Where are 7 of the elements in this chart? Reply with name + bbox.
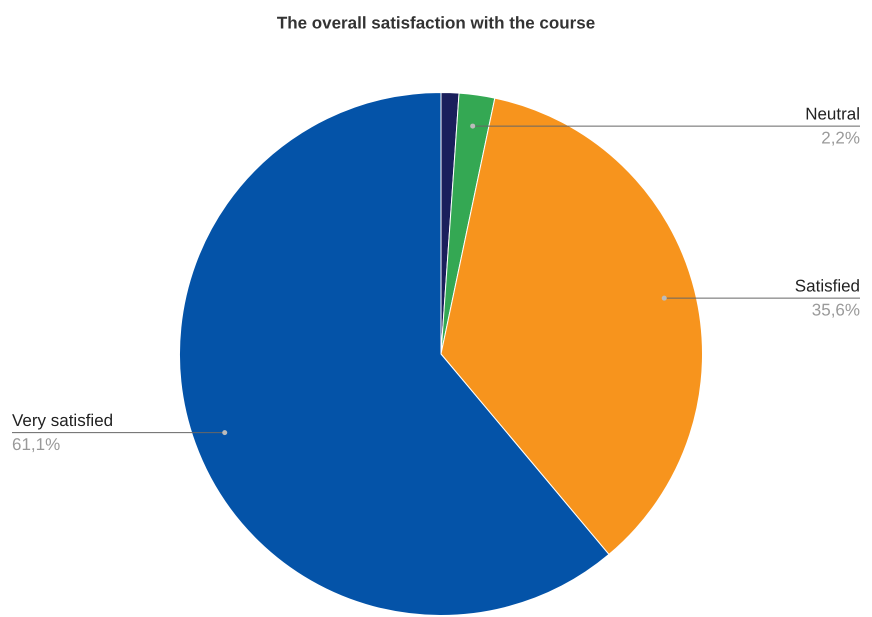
data-label: 35,6% (812, 300, 860, 320)
data-label: 61,1% (12, 434, 60, 454)
slice-label: Satisfied (794, 276, 860, 296)
slice-label: Very satisfied (12, 410, 114, 430)
chart-title: The overall satisfaction with the course (276, 14, 596, 33)
data-label: 2,2% (821, 128, 860, 148)
slice-label: Neutral (805, 104, 860, 124)
